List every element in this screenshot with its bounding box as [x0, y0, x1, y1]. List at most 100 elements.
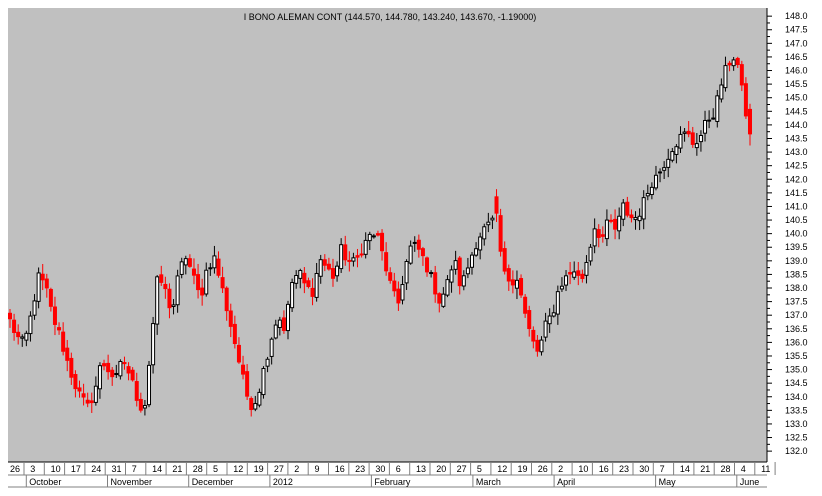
- candle-body-down: [690, 132, 695, 145]
- candle-body-down: [420, 248, 425, 257]
- candle-body-up: [175, 275, 180, 306]
- candle-body-down: [743, 83, 748, 117]
- y-tick-label: 133.0: [785, 419, 808, 429]
- candle-body-up: [183, 258, 188, 266]
- candle-body-up: [351, 257, 356, 262]
- candle-body-down: [519, 278, 524, 296]
- candle-body-down: [138, 398, 143, 411]
- x-day-label: 9: [315, 464, 320, 474]
- candle-body-down: [281, 317, 286, 331]
- candle-body-up: [543, 320, 548, 338]
- candle-body-up: [633, 217, 638, 221]
- candle-body-down: [608, 219, 613, 222]
- candle-body-up: [208, 267, 213, 270]
- candle-body-up: [253, 403, 258, 410]
- candle-body-up: [335, 265, 340, 277]
- candle-body-up: [408, 245, 413, 264]
- candle-body-up: [363, 239, 368, 255]
- candle-body-down: [191, 268, 196, 276]
- candle-body-up: [28, 315, 33, 335]
- candle-body-up: [114, 373, 119, 376]
- candle-body-down: [228, 310, 233, 327]
- candle-body-down: [77, 387, 82, 392]
- candle-body-down: [65, 347, 70, 361]
- x-day-label: 30: [639, 464, 649, 474]
- x-day-label: 12: [233, 464, 243, 474]
- candle-body-up: [482, 226, 487, 240]
- candle-body-up: [564, 275, 569, 286]
- x-day-label: 21: [172, 464, 182, 474]
- x-day-label: 19: [518, 464, 528, 474]
- y-tick-label: 136.5: [785, 324, 808, 334]
- y-tick-label: 143.0: [785, 147, 808, 157]
- candle-body-up: [715, 95, 720, 122]
- candle-body-up: [290, 282, 295, 309]
- x-month-label: October: [29, 477, 61, 487]
- x-day-label: 4: [741, 464, 746, 474]
- candle-body-down: [494, 196, 499, 214]
- candle-body-up: [261, 368, 266, 396]
- y-tick-label: 142.0: [785, 174, 808, 184]
- candle-body-up: [314, 272, 319, 298]
- candle-series: [8, 56, 752, 417]
- candle-body-down: [686, 130, 691, 135]
- candle-body-down: [502, 248, 507, 272]
- y-tick-label: 140.0: [785, 229, 808, 239]
- y-tick-label: 146.0: [785, 66, 808, 76]
- x-day-label: 14: [152, 464, 162, 474]
- candle-body-down: [510, 279, 515, 286]
- candle-body-up: [265, 358, 270, 367]
- candle-body-up: [257, 391, 262, 406]
- candle-body-up: [555, 291, 560, 315]
- candle-body-up: [147, 364, 152, 406]
- candle-body-down: [380, 232, 385, 252]
- candle-body-up: [142, 405, 147, 409]
- x-day-label: 11: [761, 464, 770, 474]
- x-day-label: 28: [193, 464, 203, 474]
- candle-body-up: [474, 248, 479, 256]
- candle-body-up: [449, 269, 454, 283]
- candle-body-up: [490, 217, 495, 221]
- candle-body-down: [48, 288, 53, 307]
- candle-body-up: [617, 215, 622, 232]
- x-day-label: 23: [619, 464, 629, 474]
- candle-body-up: [707, 119, 712, 122]
- x-axis-month-labels: October November December 2012 February March…: [25, 475, 759, 487]
- candle-body-down: [224, 287, 229, 312]
- candle-body-down: [40, 273, 45, 281]
- candle-body-up: [318, 259, 323, 277]
- candle-body-down: [130, 369, 135, 381]
- candle-body-up: [551, 312, 556, 317]
- candle-body-up: [93, 385, 98, 403]
- y-tick-label: 133.5: [785, 405, 808, 415]
- candle-body-down: [249, 398, 254, 411]
- x-day-label: 5: [477, 464, 482, 474]
- candle-body-up: [286, 303, 291, 332]
- candle-body-down: [216, 258, 221, 276]
- candle-body-up: [559, 285, 564, 290]
- y-tick-label: 141.5: [785, 188, 808, 198]
- x-day-label: 16: [599, 464, 609, 474]
- candle-body-up: [658, 171, 663, 174]
- x-day-label: 7: [660, 464, 665, 474]
- candle-body-up: [212, 255, 217, 269]
- y-tick-label: 140.5: [785, 215, 808, 225]
- candle-body-down: [629, 214, 634, 219]
- candle-body-up: [273, 324, 278, 339]
- candle-body-down: [527, 310, 532, 330]
- x-month-label: November: [111, 477, 153, 487]
- candle-body-down: [498, 215, 503, 252]
- candle-body-down: [523, 296, 528, 314]
- x-day-label: 7: [132, 464, 137, 474]
- candle-body-down: [102, 363, 107, 367]
- candle-body-up: [478, 236, 483, 251]
- candle-body-down: [8, 312, 12, 320]
- candle-body-up: [539, 339, 544, 353]
- candle-body-up: [547, 315, 552, 325]
- candle-body-up: [723, 65, 728, 89]
- candle-body-down: [330, 268, 335, 279]
- candle-body-down: [200, 287, 205, 296]
- candle-body-up: [682, 131, 687, 134]
- y-tick-label: 134.0: [785, 392, 808, 402]
- y-tick-label: 142.5: [785, 161, 808, 171]
